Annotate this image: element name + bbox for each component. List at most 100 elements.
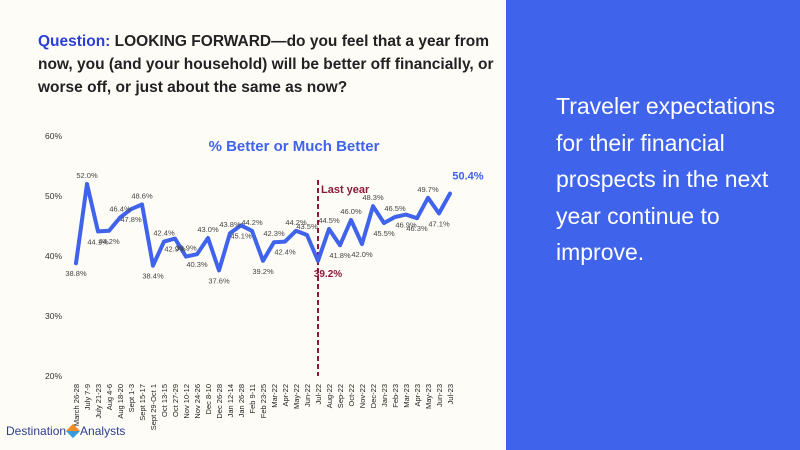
data-label: 43.8%	[219, 220, 241, 229]
data-point	[426, 196, 430, 200]
data-label: 44.5%	[318, 216, 340, 225]
x-tick-label: Oct 13-15	[160, 384, 169, 417]
y-axis: 20% 30% 40% 50% 60%	[45, 131, 62, 381]
x-tick-label: Feb 9-11	[248, 384, 257, 413]
data-label: 46.5%	[384, 204, 406, 213]
data-label: 44.2%	[241, 218, 263, 227]
data-label: 42.4%	[274, 248, 296, 257]
x-tick-label: Feb-23	[391, 384, 400, 408]
data-label: 46.9%	[395, 221, 417, 230]
x-tick-label: Oct 27-29	[171, 384, 180, 417]
data-point	[305, 233, 309, 237]
data-point	[250, 229, 254, 233]
data-label: 38.4%	[142, 272, 164, 281]
y-tick-label: 30%	[45, 311, 62, 321]
data-label: 50.4%	[452, 171, 483, 183]
data-label: 52.0%	[76, 171, 98, 180]
x-tick-label: Dec 8-10	[204, 384, 213, 414]
data-point	[239, 223, 243, 228]
chart-title: % Better or Much Better	[209, 138, 380, 155]
data-point	[316, 259, 320, 263]
x-axis: March 26-28 July 7-9 July 21-23 Aug 4-6 Aug …	[72, 384, 455, 430]
data-point	[360, 242, 364, 246]
data-label: 39.9%	[175, 244, 197, 253]
series-line	[74, 182, 452, 273]
x-tick-label: Mar-23	[402, 384, 411, 408]
survey-question: Question: LOOKING FORWARD—do you feel th…	[38, 30, 498, 99]
summary-panel	[506, 0, 800, 450]
data-point	[283, 239, 287, 244]
x-tick-label: Nov 24-26	[193, 384, 202, 419]
data-label: 37.6%	[208, 276, 230, 285]
logo-text-right: Analysts	[80, 424, 126, 438]
line-chart: % Better or Much Better 20%30%40%50%60% …	[45, 131, 484, 430]
data-point	[294, 229, 298, 233]
x-tick-label: Sep-22	[336, 384, 345, 408]
x-tick-label: Sept 1-3	[127, 384, 136, 412]
x-tick-label: Jun-23	[435, 384, 444, 407]
data-point	[184, 254, 188, 259]
data-point	[448, 191, 452, 196]
data-label: 43.5%	[296, 222, 318, 231]
data-label: 46.3%	[406, 224, 428, 233]
data-label: 44.2%	[285, 218, 307, 227]
x-tick-label: Jun-22	[303, 384, 312, 407]
data-point	[217, 268, 221, 273]
y-tick-label: 20%	[45, 371, 62, 381]
data-label: 38.8%	[65, 269, 87, 278]
data-point	[382, 221, 386, 225]
data-label: 48.3%	[362, 193, 384, 202]
last-year-marker: Last year	[317, 180, 370, 376]
logo-text-left: Destination	[6, 424, 67, 438]
data-point	[85, 182, 89, 186]
data-label: 40.3%	[186, 260, 208, 269]
data-label: 39.2%	[314, 269, 342, 280]
data-point	[338, 243, 342, 247]
data-point	[261, 259, 265, 263]
y-tick-label: 50%	[45, 191, 62, 201]
x-tick-label: Aug-22	[325, 384, 334, 408]
summary-text: Traveler expectations for their financia…	[556, 93, 776, 265]
x-tick-label: Jul-23	[446, 384, 455, 404]
logo-diamond-icon	[65, 423, 81, 439]
data-point	[206, 236, 210, 240]
data-label: 39.2%	[252, 267, 274, 276]
data-label: 43.0%	[197, 225, 219, 234]
data-label: 44.2%	[98, 237, 120, 246]
x-tick-label: Feb 23-25	[259, 384, 268, 418]
data-label: 47.8%	[120, 215, 142, 224]
x-tick-label: Sept 29-Oct 1	[149, 384, 158, 430]
x-tick-label: Aug 18-20	[116, 384, 125, 419]
data-label: 44.1%	[87, 237, 109, 246]
x-tick-label: Oct-22	[347, 384, 356, 407]
last-year-label: Last year	[321, 184, 370, 196]
x-tick-label: Sept 15-17	[138, 384, 147, 421]
data-point	[327, 227, 331, 231]
data-point	[195, 252, 199, 256]
data-label: 49.7%	[417, 185, 439, 194]
data-point	[129, 207, 133, 211]
data-label: 42.4%	[153, 229, 175, 238]
x-tick-label: Apr-23	[413, 384, 422, 407]
data-point	[437, 211, 441, 216]
data-label: 47.1%	[428, 219, 450, 228]
data-point	[151, 263, 155, 268]
data-point	[415, 216, 419, 220]
x-tick-label: Dec-22	[369, 384, 378, 408]
data-point	[349, 218, 353, 222]
data-label: 42.3%	[263, 229, 285, 238]
data-point	[118, 215, 122, 220]
brand-logo: Destination Analysts	[6, 423, 126, 439]
x-tick-label: July 7-9	[83, 384, 92, 410]
data-label: 41.8%	[329, 251, 351, 260]
data-label: 42.0%	[351, 250, 373, 259]
data-point	[272, 240, 276, 244]
data-point	[162, 239, 166, 244]
data-point	[393, 215, 397, 219]
data-point	[404, 212, 408, 217]
data-label: 45.1%	[230, 231, 252, 240]
x-tick-label: May-23	[424, 384, 433, 409]
question-label: Question:	[38, 33, 111, 50]
x-tick-label: March 26-28	[72, 384, 81, 426]
